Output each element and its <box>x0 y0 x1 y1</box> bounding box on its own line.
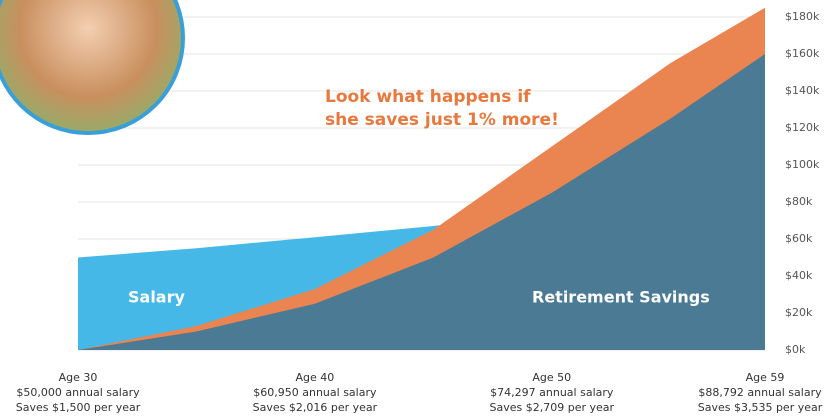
x-label-salary: $88,792 annual salary <box>698 386 822 399</box>
y-tick-label: $60k <box>785 232 813 245</box>
y-tick-label: $20k <box>785 306 813 319</box>
x-label-age: Age 30 <box>59 371 98 384</box>
x-label-saves: Saves $3,535 per year <box>698 401 823 414</box>
y-tick-label: $180k <box>785 10 820 23</box>
x-label-age: Age 59 <box>746 371 785 384</box>
y-tick-label: $140k <box>785 84 820 97</box>
x-label-saves: Saves $2,709 per year <box>490 401 615 414</box>
y-tick-label: $0k <box>785 343 806 356</box>
y-tick-label: $100k <box>785 158 820 171</box>
x-label-salary: $60,950 annual salary <box>253 386 377 399</box>
y-tick-label: $160k <box>785 47 820 60</box>
series-label: Retirement Savings <box>532 288 710 307</box>
annotation: Look what happens if <box>325 87 531 107</box>
x-label-age: Age 50 <box>532 371 571 384</box>
annotation: she saves just 1% more! <box>325 110 559 130</box>
y-tick-label: $120k <box>785 121 820 134</box>
area <box>78 54 765 350</box>
x-label-salary: $74,297 annual salary <box>490 386 614 399</box>
plot-area <box>78 7 765 351</box>
series-label: Salary <box>128 288 185 307</box>
photo <box>0 0 185 135</box>
x-label-saves: Saves $2,016 per year <box>253 401 378 414</box>
x-label-salary: $50,000 annual salary <box>16 386 140 399</box>
y-tick-label: $80k <box>785 195 813 208</box>
y-tick-label: $40k <box>785 269 813 282</box>
x-label-saves: Saves $1,500 per year <box>16 401 141 414</box>
x-label-age: Age 40 <box>296 371 335 384</box>
